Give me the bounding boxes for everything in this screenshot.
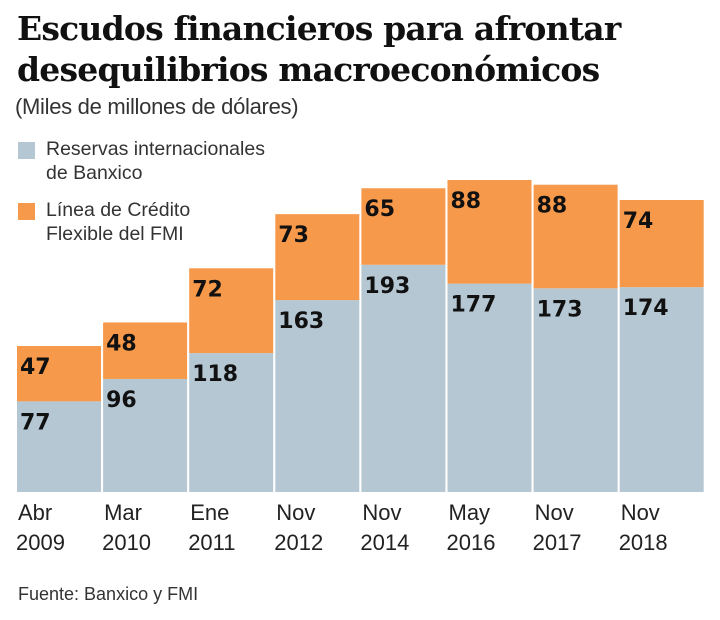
value-label-fmi-5: 88 xyxy=(451,189,482,214)
x-tick-label-month-3: Nov xyxy=(276,500,315,525)
x-tick-label-year-5: 2016 xyxy=(447,530,496,555)
x-tick-label-month-0: Abr xyxy=(18,500,52,525)
value-label-reservas-5: 177 xyxy=(451,293,497,318)
x-tick-label-year-6: 2017 xyxy=(533,530,582,555)
bar-reservas-5 xyxy=(447,283,532,492)
bar-reservas-0 xyxy=(17,401,101,492)
bar-fmi-2 xyxy=(189,268,274,354)
bar-fmi-0 xyxy=(17,346,101,402)
legend-label-reservas-line1: Reservas internacionales xyxy=(46,138,265,160)
x-tick-label-month-7: Nov xyxy=(621,500,660,525)
bar-fmi-1 xyxy=(103,322,188,379)
legend-label-fmi: Línea de Crédito Flexible del FMI xyxy=(46,198,336,246)
bar-fmi-7 xyxy=(619,200,704,288)
x-tick-label-month-6: Nov xyxy=(535,500,574,525)
x-tick-label-year-0: 2009 xyxy=(16,530,65,555)
legend-item-fmi: Línea de Crédito Flexible del FMI xyxy=(18,198,336,246)
value-label-reservas-6: 173 xyxy=(537,297,583,322)
bar-fmi-5 xyxy=(447,180,532,284)
x-tick-label-year-7: 2018 xyxy=(619,530,668,555)
x-tick-label-month-4: Nov xyxy=(362,500,401,525)
value-label-fmi-4: 65 xyxy=(364,197,395,222)
legend-label-reservas: Reservas internacionales de Banxico xyxy=(46,137,336,185)
value-label-fmi-2: 72 xyxy=(192,277,223,302)
legend-label-reservas-line2: de Banxico xyxy=(46,162,143,184)
value-label-reservas-0: 77 xyxy=(20,410,51,435)
x-tick-label-month-2: Ene xyxy=(190,500,229,525)
x-tick-label-year-4: 2014 xyxy=(360,530,409,555)
chart-title: Escudos financieros para afrontar desequ… xyxy=(17,9,621,89)
value-label-reservas-2: 118 xyxy=(192,362,238,387)
bar-reservas-6 xyxy=(533,288,618,492)
legend-swatch-fmi xyxy=(18,203,35,220)
value-label-reservas-7: 174 xyxy=(623,296,669,321)
value-label-fmi-7: 74 xyxy=(623,209,654,234)
bar-reservas-4 xyxy=(361,264,446,492)
x-tick-label-month-1: Mar xyxy=(104,500,142,525)
legend-label-fmi-line2: Flexible del FMI xyxy=(46,223,184,245)
x-tick-label-month-5: May xyxy=(449,500,491,525)
bar-reservas-3 xyxy=(275,300,360,492)
bar-fmi-4 xyxy=(361,188,446,265)
value-label-fmi-3: 73 xyxy=(278,223,309,248)
x-tick-label-year-2: 2011 xyxy=(188,530,235,555)
value-label-fmi-0: 47 xyxy=(20,355,51,380)
bar-reservas-1 xyxy=(103,378,188,492)
bar-fmi-3 xyxy=(275,214,360,301)
chart-subtitle: (Miles de millones de dólares) xyxy=(15,94,299,119)
value-label-fmi-1: 48 xyxy=(106,331,137,356)
value-label-reservas-1: 96 xyxy=(106,388,137,413)
legend-label-fmi-line1: Línea de Crédito xyxy=(46,199,191,221)
legend-item-reservas: Reservas internacionales de Banxico xyxy=(18,137,336,185)
value-label-reservas-4: 193 xyxy=(364,274,410,299)
bar-fmi-6 xyxy=(533,184,618,289)
source-note: Fuente: Banxico y FMI xyxy=(18,584,199,604)
bar-reservas-2 xyxy=(189,353,274,492)
value-label-fmi-6: 88 xyxy=(537,194,568,219)
bar-reservas-7 xyxy=(619,287,704,492)
x-tick-label-year-3: 2012 xyxy=(274,530,323,555)
legend-swatch-reservas xyxy=(18,142,35,159)
x-tick-label-year-1: 2010 xyxy=(102,530,151,555)
value-label-reservas-3: 163 xyxy=(278,309,324,334)
